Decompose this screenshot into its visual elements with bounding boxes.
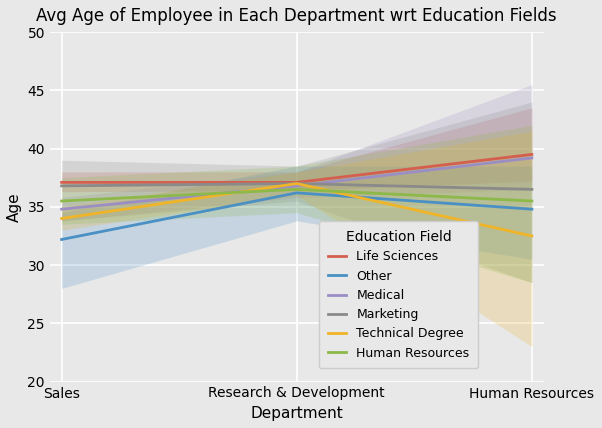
Legend: Life Sciences, Other, Medical, Marketing, Technical Degree, Human Resources: Life Sciences, Other, Medical, Marketing…: [319, 221, 478, 369]
X-axis label: Department: Department: [250, 406, 343, 421]
Y-axis label: Age: Age: [7, 192, 22, 222]
Title: Avg Age of Employee in Each Department wrt Education Fields: Avg Age of Employee in Each Department w…: [37, 7, 557, 25]
